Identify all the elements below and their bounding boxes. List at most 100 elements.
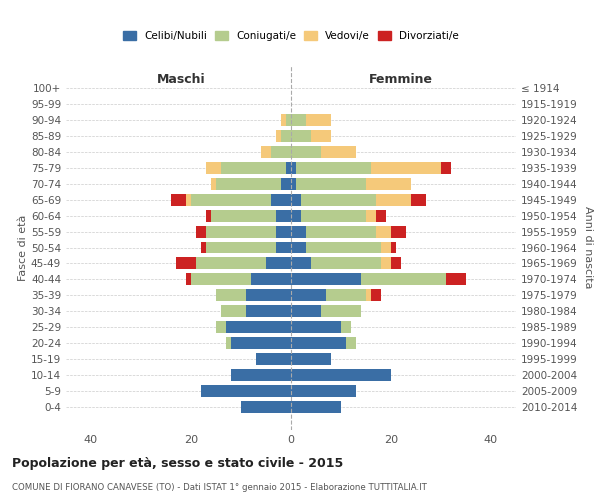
Text: Femmine: Femmine	[369, 73, 433, 86]
Bar	[376, 226, 391, 237]
Bar	[311, 258, 381, 270]
Bar	[366, 178, 411, 190]
Bar	[276, 226, 291, 237]
Bar	[326, 290, 366, 302]
Bar	[441, 162, 451, 173]
Bar	[301, 194, 376, 205]
Y-axis label: Anni di nascita: Anni di nascita	[583, 206, 593, 289]
Bar	[206, 242, 276, 254]
Bar	[291, 114, 306, 126]
Bar	[391, 258, 401, 270]
Bar	[391, 242, 396, 254]
Bar	[361, 274, 446, 285]
Bar	[291, 306, 321, 318]
Bar	[276, 242, 291, 254]
Text: COMUNE DI FIORANO CANAVESE (TO) - Dati ISTAT 1° gennaio 2015 - Elaborazione TUTT: COMUNE DI FIORANO CANAVESE (TO) - Dati I…	[12, 484, 427, 492]
Bar	[231, 370, 291, 382]
Bar	[221, 162, 286, 173]
Bar	[211, 178, 216, 190]
Bar	[276, 130, 281, 141]
Bar	[321, 146, 356, 158]
Bar	[376, 210, 386, 222]
Bar	[206, 162, 221, 173]
Bar	[226, 338, 231, 349]
Bar	[276, 210, 291, 222]
Bar	[216, 290, 246, 302]
Bar	[241, 402, 291, 413]
Text: Popolazione per età, sesso e stato civile - 2015: Popolazione per età, sesso e stato civil…	[12, 458, 343, 470]
Bar	[291, 354, 331, 366]
Bar	[191, 274, 251, 285]
Bar	[286, 114, 291, 126]
Bar	[291, 274, 361, 285]
Bar	[206, 210, 211, 222]
Bar	[216, 178, 281, 190]
Bar	[196, 258, 266, 270]
Bar	[201, 386, 291, 398]
Bar	[291, 162, 296, 173]
Bar	[291, 242, 306, 254]
Bar	[271, 146, 291, 158]
Bar	[306, 242, 381, 254]
Bar	[291, 258, 311, 270]
Bar	[291, 194, 301, 205]
Bar	[381, 258, 391, 270]
Bar	[291, 146, 321, 158]
Bar	[411, 194, 426, 205]
Bar	[221, 306, 246, 318]
Y-axis label: Fasce di età: Fasce di età	[18, 214, 28, 280]
Bar	[391, 226, 406, 237]
Bar	[291, 322, 341, 334]
Bar	[211, 210, 276, 222]
Bar	[446, 274, 466, 285]
Bar	[291, 290, 326, 302]
Bar	[371, 290, 381, 302]
Bar	[246, 290, 291, 302]
Bar	[376, 194, 411, 205]
Bar	[346, 338, 356, 349]
Bar	[261, 146, 271, 158]
Bar	[256, 354, 291, 366]
Bar	[251, 274, 291, 285]
Text: Maschi: Maschi	[157, 73, 205, 86]
Bar	[191, 194, 271, 205]
Bar	[381, 242, 391, 254]
Legend: Celibi/Nubili, Coniugati/e, Vedovi/e, Divorziati/e: Celibi/Nubili, Coniugati/e, Vedovi/e, Di…	[119, 26, 463, 45]
Bar	[291, 210, 301, 222]
Bar	[186, 194, 191, 205]
Bar	[301, 210, 366, 222]
Bar	[171, 194, 186, 205]
Bar	[291, 386, 356, 398]
Bar	[201, 242, 206, 254]
Bar	[216, 322, 226, 334]
Bar	[206, 226, 276, 237]
Bar	[291, 338, 346, 349]
Bar	[186, 274, 191, 285]
Bar	[311, 130, 331, 141]
Bar	[271, 194, 291, 205]
Bar	[266, 258, 291, 270]
Bar	[306, 226, 376, 237]
Bar	[366, 290, 371, 302]
Bar	[291, 178, 296, 190]
Bar	[306, 114, 331, 126]
Bar	[291, 130, 311, 141]
Bar	[196, 226, 206, 237]
Bar	[286, 162, 291, 173]
Bar	[226, 322, 291, 334]
Bar	[281, 178, 291, 190]
Bar	[371, 162, 441, 173]
Bar	[291, 370, 391, 382]
Bar	[366, 210, 376, 222]
Bar	[281, 130, 291, 141]
Bar	[281, 114, 286, 126]
Bar	[296, 162, 371, 173]
Bar	[296, 178, 366, 190]
Bar	[341, 322, 351, 334]
Bar	[176, 258, 196, 270]
Bar	[321, 306, 361, 318]
Bar	[246, 306, 291, 318]
Bar	[291, 226, 306, 237]
Bar	[231, 338, 291, 349]
Bar	[291, 402, 341, 413]
